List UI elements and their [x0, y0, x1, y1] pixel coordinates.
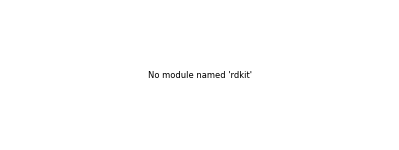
Text: No module named 'rdkit': No module named 'rdkit' — [148, 70, 251, 80]
